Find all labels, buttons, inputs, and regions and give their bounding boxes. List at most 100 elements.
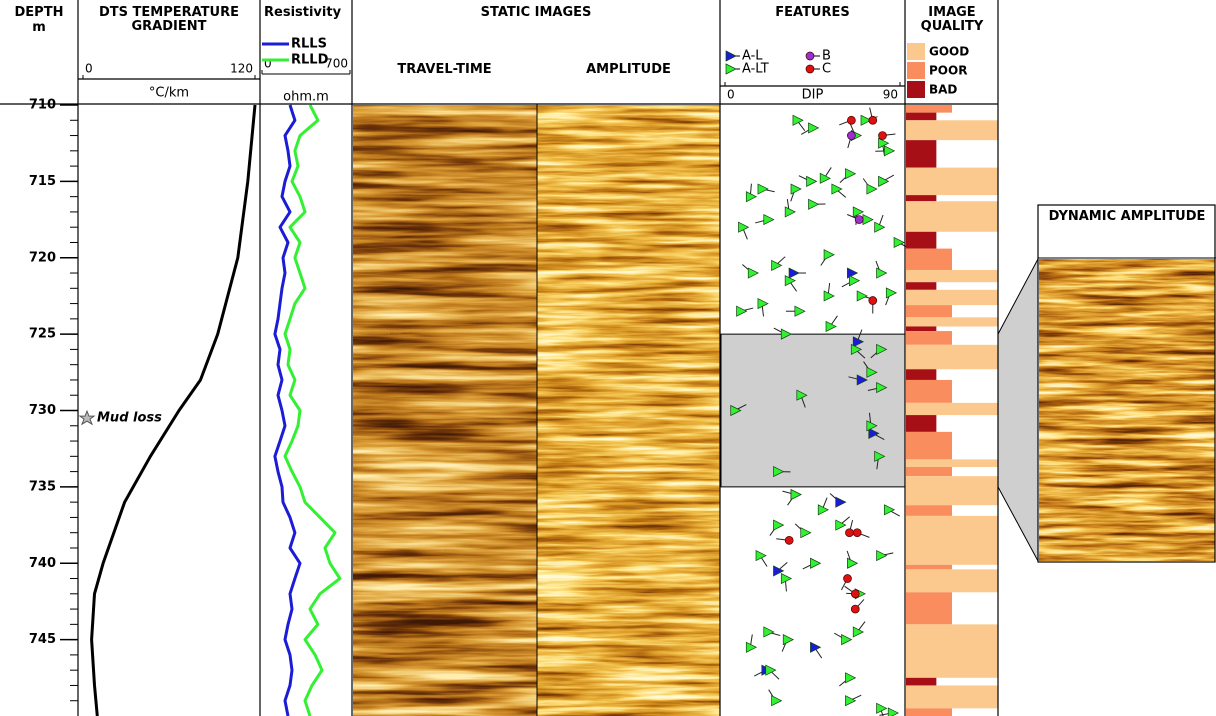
- feature-marker: [845, 672, 857, 684]
- feature-marker: [808, 198, 820, 210]
- feature-marker: [868, 427, 880, 439]
- feature-marker: [763, 626, 775, 638]
- feature-marker: [780, 572, 793, 585]
- feature-marker: [817, 504, 830, 516]
- feature-marker: [810, 641, 822, 653]
- feature-marker: [806, 175, 818, 187]
- feature-marker: [805, 51, 815, 61]
- feature-marker: [805, 64, 815, 74]
- header: TRAVEL-TIME: [397, 62, 492, 77]
- feature-marker: [850, 589, 860, 599]
- depth-label: 745: [29, 632, 56, 647]
- feature-marker: [745, 191, 758, 203]
- quality-interval: [906, 112, 937, 121]
- x-axis-label: ohm.m: [283, 90, 329, 105]
- feature-marker: [847, 115, 856, 125]
- feature-marker: [847, 131, 856, 140]
- feature-marker: [784, 275, 796, 287]
- x-axis-label: °C/km: [149, 86, 189, 101]
- quality-interval: [906, 105, 952, 113]
- feature-marker: [725, 50, 737, 62]
- feature-marker: [852, 336, 865, 348]
- curve: [283, 104, 342, 716]
- quality-interval: [906, 431, 952, 460]
- x-tick-label: 0: [264, 57, 272, 71]
- legend-swatch: [907, 43, 925, 60]
- quality-interval: [906, 167, 998, 196]
- feature-marker: [852, 626, 865, 638]
- x-tick-label: 700: [325, 57, 348, 71]
- feature-marker: [831, 183, 843, 195]
- feature-marker: [771, 695, 783, 707]
- feature-marker: [866, 366, 878, 378]
- feature-marker: [876, 382, 888, 394]
- quality-interval: [906, 379, 952, 403]
- header: Resistivity: [264, 5, 342, 20]
- amplitude-image: [537, 105, 720, 716]
- feature-marker: [757, 183, 769, 195]
- feature-marker: [856, 290, 868, 302]
- feature-marker: [874, 450, 886, 462]
- header: DYNAMIC AMPLITUDE: [1048, 209, 1206, 224]
- legend-swatch: [907, 81, 925, 98]
- x-tick-label: 0: [727, 88, 735, 102]
- depth-label: 730: [29, 403, 56, 418]
- feature-marker: [835, 496, 847, 508]
- feature-marker: [883, 504, 896, 516]
- feature-marker: [747, 267, 760, 279]
- feature-marker: [856, 374, 868, 386]
- header: AMPLITUDE: [586, 62, 671, 77]
- feature-marker: [854, 215, 864, 224]
- feature-marker: [868, 115, 878, 125]
- feature-marker: [771, 259, 783, 271]
- feature-marker: [823, 290, 835, 302]
- quality-interval: [906, 231, 937, 249]
- quality-interval: [906, 415, 937, 432]
- feature-marker: [860, 114, 872, 126]
- annotation-star: [78, 409, 96, 426]
- legend-label: C: [822, 62, 831, 77]
- header: DEPTH: [14, 5, 64, 20]
- feature-marker: [823, 249, 835, 261]
- feature-marker: [852, 206, 865, 218]
- quality-interval: [906, 685, 998, 709]
- quality-interval: [906, 564, 952, 570]
- feature-marker: [847, 267, 859, 279]
- quality-interval: [906, 120, 998, 141]
- feature-marker: [878, 175, 890, 187]
- feature-marker: [841, 634, 853, 646]
- feature-marker: [850, 343, 863, 355]
- feature-marker: [796, 389, 808, 401]
- travel-time-image: [353, 105, 537, 716]
- feature-marker: [773, 565, 785, 577]
- quality-interval: [906, 201, 998, 232]
- quality-interval: [906, 140, 937, 168]
- quality-interval: [906, 282, 937, 290]
- quality-interval: [906, 344, 998, 370]
- dynamic-image: [1039, 259, 1215, 561]
- feature-marker: [810, 557, 822, 569]
- quality-interval: [906, 195, 937, 202]
- feature-marker: [887, 707, 900, 716]
- feature-marker: [788, 267, 800, 279]
- legend-label: A-L: [742, 49, 763, 64]
- header: m: [32, 20, 46, 35]
- feature-marker: [763, 213, 775, 226]
- feature-marker: [885, 287, 898, 299]
- feature-marker: [876, 267, 888, 279]
- feature-marker: [874, 221, 886, 233]
- curve: [90, 104, 257, 716]
- x-tick-label: 90: [883, 88, 898, 102]
- feature-marker: [878, 137, 890, 149]
- quality-interval: [906, 269, 998, 283]
- depth-label: 720: [29, 250, 56, 265]
- depth-label: 725: [29, 327, 56, 342]
- feature-marker: [808, 122, 820, 134]
- legend-swatch: [907, 62, 925, 79]
- quality-interval: [906, 476, 998, 506]
- feature-marker: [845, 528, 854, 538]
- feature-marker: [738, 221, 750, 233]
- quality-interval: [906, 505, 952, 516]
